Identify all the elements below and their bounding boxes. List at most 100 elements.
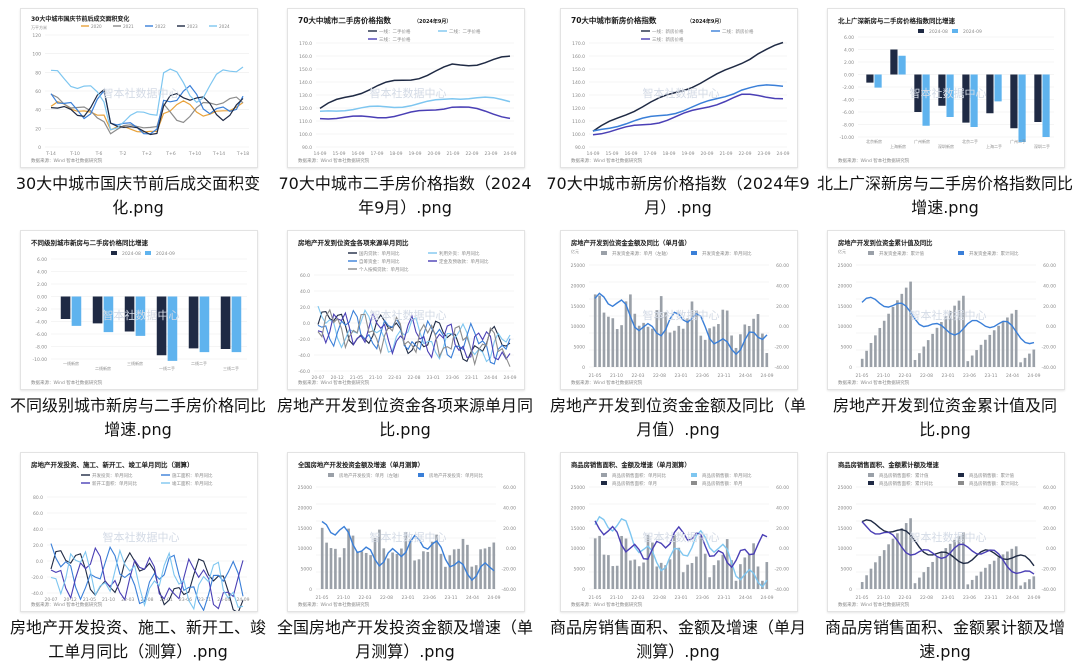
axis-tick-label: 60.00 (1043, 485, 1056, 491)
legend-swatch (691, 473, 697, 477)
axis-tick-label: T-10 (69, 151, 80, 157)
chart-thumbnail[interactable]: 房地产开发到位资金金额及同比（单月值） 亿元 开发资金来源：单月（左轴） 开发资金来源… (560, 230, 798, 390)
chart-subtitle: （2024年9月） (687, 18, 724, 25)
bar (474, 565, 478, 589)
axis-tick-label: -40.00 (774, 365, 789, 371)
legend-label: 2024 (219, 24, 230, 29)
legend-swatch (601, 473, 607, 477)
axis-tick-label: 22-03 (631, 595, 644, 601)
axis-tick-label: 10000 (571, 324, 585, 330)
axis-tick-label: 25000 (298, 485, 312, 491)
legend-swatch (958, 473, 964, 477)
axis-tick-label: T+2 (141, 151, 152, 157)
gallery-tile[interactable]: 全国房地产开发投资金额及增速（单月测算） 房地产开发投资：单月（左轴） 房地产开发投… (272, 444, 538, 666)
axis-tick-label: 40.00 (776, 283, 789, 289)
chart-title: 不同级别城市新房与二手房价格同比增速 (31, 238, 149, 247)
bar (717, 324, 720, 367)
axis-tick-label: -20.00 (774, 567, 789, 573)
axis-tick-label: 22-08 (920, 373, 933, 379)
bar (681, 572, 685, 589)
axis-tick-label: 23-01 (160, 597, 173, 603)
gallery-tile[interactable]: 70大中城市新房价格指数 （2024年9月） 一线：新房价格 二线：新房价格 三线：新房… (545, 0, 811, 222)
axis-tick-label: 6.00 (844, 35, 854, 41)
axis-tick-label: 6.00 (37, 257, 47, 263)
file-name-caption: 房地产开发到位资金累计值及同比.png (832, 396, 1057, 439)
legend-label: 2024-08 (122, 251, 141, 257)
bar (699, 536, 703, 589)
axis-tick-label: 80 (35, 70, 41, 76)
chart-title: 商品房销售面积、金额及增速（单月测算） (571, 460, 691, 469)
axis-tick-label: -4.00 (842, 98, 854, 104)
bar (913, 583, 917, 589)
chart-thumbnail[interactable]: 70大中城市二手房价格指数 （2024年9月） 一线：二手价格 二线：二手价格 三线：二… (287, 8, 525, 168)
gallery-tile[interactable]: 北上广深新房与二手房价格指数同比增速 2024-08 2024-09 6.00 4.00… (812, 0, 1078, 222)
gallery-tile[interactable]: 30大中城市国庆节前后成交面积变化 万平方米 2020 2021 2022 2023 202… (5, 0, 271, 222)
chart-thumbnail[interactable]: 不同级别城市新房与二手房价格同比增速 2024-08 2024-09 6.00 4.00… (20, 230, 258, 390)
gallery-tile[interactable]: 房地产开发投资、施工、新开工、竣工单月同比（测算） 开发投资：单月同比 施工面积：单… (5, 444, 271, 666)
axis-tick-label: 25000 (571, 263, 585, 269)
axis-tick-label: 22-08 (653, 373, 666, 379)
bar (659, 562, 663, 589)
bar (891, 538, 895, 589)
gallery-tile[interactable]: 房地产开发到位资金累计值及同比 亿元 开发资金来源：累计值 开发资金来源：累计同比 25… (812, 222, 1078, 444)
bar (1032, 349, 1036, 367)
series-line (594, 515, 768, 588)
chart-watermark: 智本社数据中心 (910, 308, 987, 322)
axis-tick-label: T+10 (188, 151, 201, 157)
series-line (50, 66, 244, 131)
chart-thumbnail[interactable]: 30大中城市国庆节前后成交面积变化 万平方米 2020 2021 2022 2023 202… (20, 8, 258, 168)
chart-thumbnail[interactable]: 房地产开发到位资金累计值及同比 亿元 开发资金来源：累计值 开发资金来源：累计同比 25… (827, 230, 1065, 390)
bar (703, 553, 707, 589)
bar (593, 294, 597, 367)
axis-tick-label: 23-11 (198, 597, 211, 603)
bar (220, 296, 231, 349)
bar (986, 74, 994, 114)
chart-thumbnail[interactable]: 商品房销售面积、金额及增速（单月测算） 商品房销售面积：单月同比 商品房销售额：单月… (560, 452, 798, 612)
bar (909, 281, 912, 367)
gallery-tile[interactable]: 70大中城市二手房价格指数 （2024年9月） 一线：二手价格 二线：二手价格 三线：二… (272, 0, 538, 222)
axis-tick-label: 60 (35, 89, 41, 95)
bar (922, 572, 926, 589)
bar (695, 310, 698, 367)
axis-tick-label: 40.00 (776, 505, 789, 511)
chart-thumbnail[interactable]: 房地产开发投资、施工、新开工、竣工单月同比（测算） 开发投资：单月同比 施工面积：单… (20, 452, 258, 612)
bar (747, 325, 751, 367)
chart-thumbnail[interactable]: 房地产开发到位资金各项来源单月同比 国内贷款：单月同比 利用外资：单月同比 自筹资金：… (287, 230, 525, 390)
bar (404, 532, 408, 589)
axis-tick-label: -4.00 (35, 320, 47, 326)
axis-tick-label: 23-01 (674, 595, 687, 601)
chart-thumbnail[interactable]: 北上广深新房与二手房价格指数同比增速 2024-08 2024-09 6.00 4.00… (827, 8, 1065, 168)
category-label: 广州新房 (914, 138, 930, 144)
chart-thumbnail[interactable]: 70大中城市新房价格指数 （2024年9月） 一线：新房价格 二线：新房价格 三线：新房… (560, 8, 798, 168)
axis-tick-label: -40.0 (298, 353, 310, 359)
chart-thumbnail[interactable]: 商品房销售面积、金额累计额及增速 商品房销售面积：累计值 商品房销售额：累计值 商品房… (827, 452, 1065, 612)
series-line (50, 84, 244, 135)
gallery-tile[interactable]: 商品房销售面积、金额累计额及增速 商品房销售面积：累计值 商品房销售额：累计值 商品房… (812, 444, 1078, 666)
axis-tick-label: -6.00 (35, 332, 47, 338)
bar (752, 318, 755, 367)
bar (765, 562, 769, 589)
axis-tick-label: 23-09 (484, 151, 497, 157)
gallery-tile[interactable]: 商品房销售面积、金额及增速（单月测算） 商品房销售面积：单月同比 商品房销售额：单月… (545, 444, 811, 666)
axis-tick-label: 20-07 (311, 375, 324, 381)
axis-tick-label: -6.00 (842, 110, 854, 116)
bar (992, 560, 996, 589)
axis-tick-label: 23-06 (423, 595, 436, 601)
gallery-tile[interactable]: 不同级别城市新房与二手房价格同比增速 2024-08 2024-09 6.00 4.00… (5, 222, 271, 444)
bar (904, 287, 908, 367)
category-label: 一线二手 (159, 365, 175, 371)
bar (602, 554, 606, 589)
legend-label: 定金及预收款：单月同比 (439, 258, 489, 265)
bar (940, 321, 943, 367)
gallery-tile[interactable]: 房地产开发到位资金金额及同比（单月值） 亿元 开发资金来源：单月（左轴） 开发资金来源… (545, 222, 811, 444)
series-line (317, 309, 511, 365)
axis-tick-label: 25000 (571, 485, 585, 491)
axis-tick-label: 23-01 (941, 373, 954, 379)
axis-tick-label: 130.0 (299, 93, 312, 99)
axis-tick-label: 21-10 (102, 597, 115, 603)
axis-tick-label: 21-10 (877, 595, 890, 601)
gallery-tile[interactable]: 房地产开发到位资金各项来源单月同比 国内贷款：单月同比 利用外资：单月同比 自筹资金：… (272, 222, 538, 444)
chart-thumbnail[interactable]: 全国房地产开发投资金额及增速（单月测算） 房地产开发投资：单月（左轴） 房地产开发投… (287, 452, 525, 612)
chart-watermark: 智本社数据中心 (643, 86, 720, 100)
